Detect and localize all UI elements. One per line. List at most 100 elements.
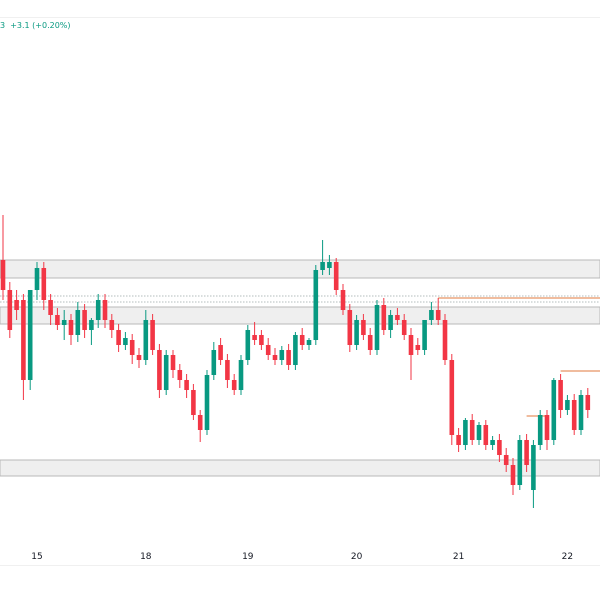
candle — [415, 338, 421, 355]
candle — [129, 334, 135, 364]
candle — [313, 265, 319, 345]
last-price-fragment: 3 — [0, 21, 6, 30]
candle — [48, 294, 53, 325]
candle-body — [61, 320, 67, 325]
candle — [435, 298, 441, 325]
candle-body — [551, 380, 557, 440]
candle — [68, 314, 74, 345]
candle-body — [123, 338, 128, 345]
candle-body — [170, 355, 176, 370]
candle-body — [320, 262, 325, 270]
candle — [136, 348, 142, 368]
candle-body — [408, 335, 414, 355]
candle — [299, 328, 305, 350]
candle-body — [238, 360, 244, 390]
candle-body — [306, 340, 312, 345]
candle — [204, 370, 210, 435]
candle-body — [476, 425, 482, 440]
candle-body — [82, 310, 87, 330]
candle — [395, 308, 400, 325]
candle-body — [327, 262, 332, 268]
support-resistance-zone — [0, 259, 600, 279]
candle — [381, 298, 387, 335]
candle — [21, 294, 26, 400]
candle-body — [497, 440, 502, 455]
candle-body — [490, 440, 495, 445]
candle — [469, 414, 475, 445]
candle-body — [157, 350, 162, 390]
candle-body — [197, 415, 203, 430]
candle-body — [544, 415, 550, 440]
candle — [27, 290, 33, 390]
candle-body — [41, 268, 47, 300]
x-tick-label: 19 — [242, 552, 254, 562]
candle-body — [401, 320, 407, 335]
candle-body — [231, 380, 237, 390]
x-tick-label: 18 — [140, 552, 152, 562]
candle-body — [388, 315, 393, 330]
candle-body — [361, 320, 366, 335]
candle-body — [68, 320, 74, 335]
candle — [170, 350, 176, 378]
candle — [544, 410, 550, 450]
candle-body — [218, 345, 223, 360]
candle — [272, 348, 278, 365]
candle-body — [116, 330, 121, 345]
candle-body — [136, 355, 142, 360]
candle-body — [89, 320, 94, 330]
candle-body — [435, 310, 441, 320]
candle-body — [204, 375, 210, 430]
candle — [61, 310, 67, 340]
candle — [82, 304, 87, 338]
candle-body — [252, 335, 257, 340]
candle — [361, 314, 366, 340]
candle — [503, 448, 509, 472]
candle — [429, 302, 434, 325]
candle — [211, 342, 217, 380]
candle-body — [578, 395, 584, 430]
candle-body — [558, 380, 563, 410]
candle-body — [429, 310, 434, 320]
candle-body — [510, 465, 516, 485]
candle — [524, 434, 529, 472]
candle-body — [571, 400, 577, 430]
candle-body — [565, 400, 570, 410]
candle — [354, 315, 359, 350]
candle — [177, 364, 183, 388]
candle — [184, 374, 189, 398]
candle — [537, 410, 543, 450]
candle — [510, 458, 516, 495]
candle — [558, 374, 563, 418]
candle — [34, 262, 40, 300]
candle — [150, 314, 155, 355]
candle-body — [524, 440, 529, 465]
candle-body — [109, 320, 115, 330]
candle-body — [293, 335, 298, 365]
candle — [585, 388, 591, 418]
candle — [578, 390, 584, 435]
candle-body — [286, 350, 291, 365]
candle — [157, 344, 162, 398]
candle-body — [265, 345, 271, 355]
candle — [225, 354, 230, 388]
candle — [7, 282, 13, 338]
candle-body — [95, 300, 101, 320]
candle — [191, 384, 196, 420]
support-resistance-zone — [0, 306, 600, 325]
candle-body — [259, 335, 264, 345]
candle-body — [34, 268, 40, 290]
candle-body — [395, 315, 400, 320]
x-tick-label: 21 — [453, 552, 464, 562]
candle-body — [517, 440, 523, 485]
candle-body — [503, 455, 509, 465]
candle — [463, 418, 468, 450]
candle — [286, 344, 291, 370]
candle — [55, 308, 60, 330]
candle — [327, 255, 332, 275]
candle — [571, 394, 577, 435]
candle — [109, 314, 115, 338]
candle — [265, 338, 271, 360]
candle — [14, 290, 19, 320]
candle — [340, 284, 346, 315]
